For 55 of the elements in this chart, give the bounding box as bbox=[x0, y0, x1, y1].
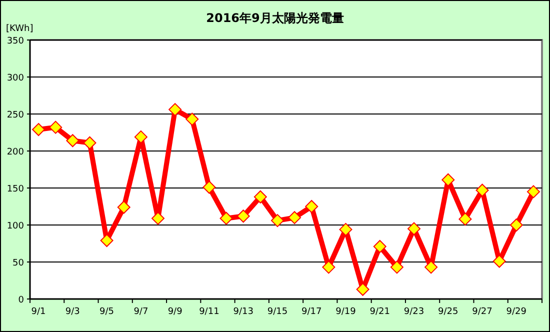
y-tick-label: 250 bbox=[6, 110, 24, 120]
point bbox=[322, 260, 336, 274]
y-tick-label: 200 bbox=[6, 148, 24, 158]
point bbox=[458, 212, 472, 226]
x-tick-label: 9/25 bbox=[438, 307, 458, 317]
point bbox=[510, 218, 523, 232]
x-tick-label: 9/5 bbox=[100, 307, 114, 317]
x-tick-label: 9/7 bbox=[134, 307, 148, 317]
point bbox=[526, 185, 540, 198]
point bbox=[373, 240, 386, 253]
point bbox=[117, 200, 130, 214]
point bbox=[254, 190, 267, 204]
point bbox=[66, 134, 80, 148]
point bbox=[288, 211, 302, 224]
point bbox=[152, 212, 164, 225]
point bbox=[134, 130, 148, 144]
x-tick-label: 9/1 bbox=[31, 307, 46, 317]
x-tick-label: 9/13 bbox=[233, 307, 254, 317]
chart-title: 2016年9月太陽光発電量 bbox=[206, 11, 344, 25]
point bbox=[339, 222, 352, 236]
y-tick-label: 350 bbox=[6, 36, 24, 46]
x-tick-label: 9/9 bbox=[168, 307, 183, 317]
x-tick-label: 9/19 bbox=[336, 307, 356, 317]
point bbox=[442, 173, 455, 186]
point bbox=[492, 254, 506, 268]
y-tick-label: 100 bbox=[6, 222, 24, 232]
point bbox=[305, 200, 318, 213]
point bbox=[83, 136, 96, 150]
x-tick-label: 9/27 bbox=[472, 307, 492, 317]
y-tick-label: 0 bbox=[18, 296, 24, 306]
point bbox=[356, 282, 370, 296]
point bbox=[408, 222, 420, 236]
y-tick-label: 300 bbox=[6, 74, 24, 84]
y-axis-title: [KWh] bbox=[6, 24, 34, 34]
y-tick-label: 50 bbox=[12, 258, 24, 268]
x-tick-label: 9/15 bbox=[267, 307, 288, 317]
y-tick-label: 150 bbox=[6, 184, 24, 194]
x-tick-label: 9/23 bbox=[404, 307, 424, 317]
point bbox=[168, 103, 182, 116]
x-tick-label: 9/21 bbox=[370, 307, 390, 317]
x-tick-label: 9/29 bbox=[506, 307, 527, 317]
point bbox=[390, 260, 404, 274]
point bbox=[270, 214, 284, 228]
point bbox=[32, 123, 46, 136]
point bbox=[424, 260, 438, 274]
x-tick-label: 9/17 bbox=[301, 307, 322, 317]
point bbox=[236, 210, 250, 223]
point bbox=[186, 112, 199, 126]
point bbox=[476, 184, 489, 197]
point bbox=[220, 212, 233, 225]
x-tick-label: 9/11 bbox=[199, 307, 220, 317]
point bbox=[100, 234, 114, 248]
point bbox=[202, 180, 216, 194]
x-tick-label: 9/3 bbox=[65, 307, 80, 317]
point bbox=[49, 120, 62, 134]
